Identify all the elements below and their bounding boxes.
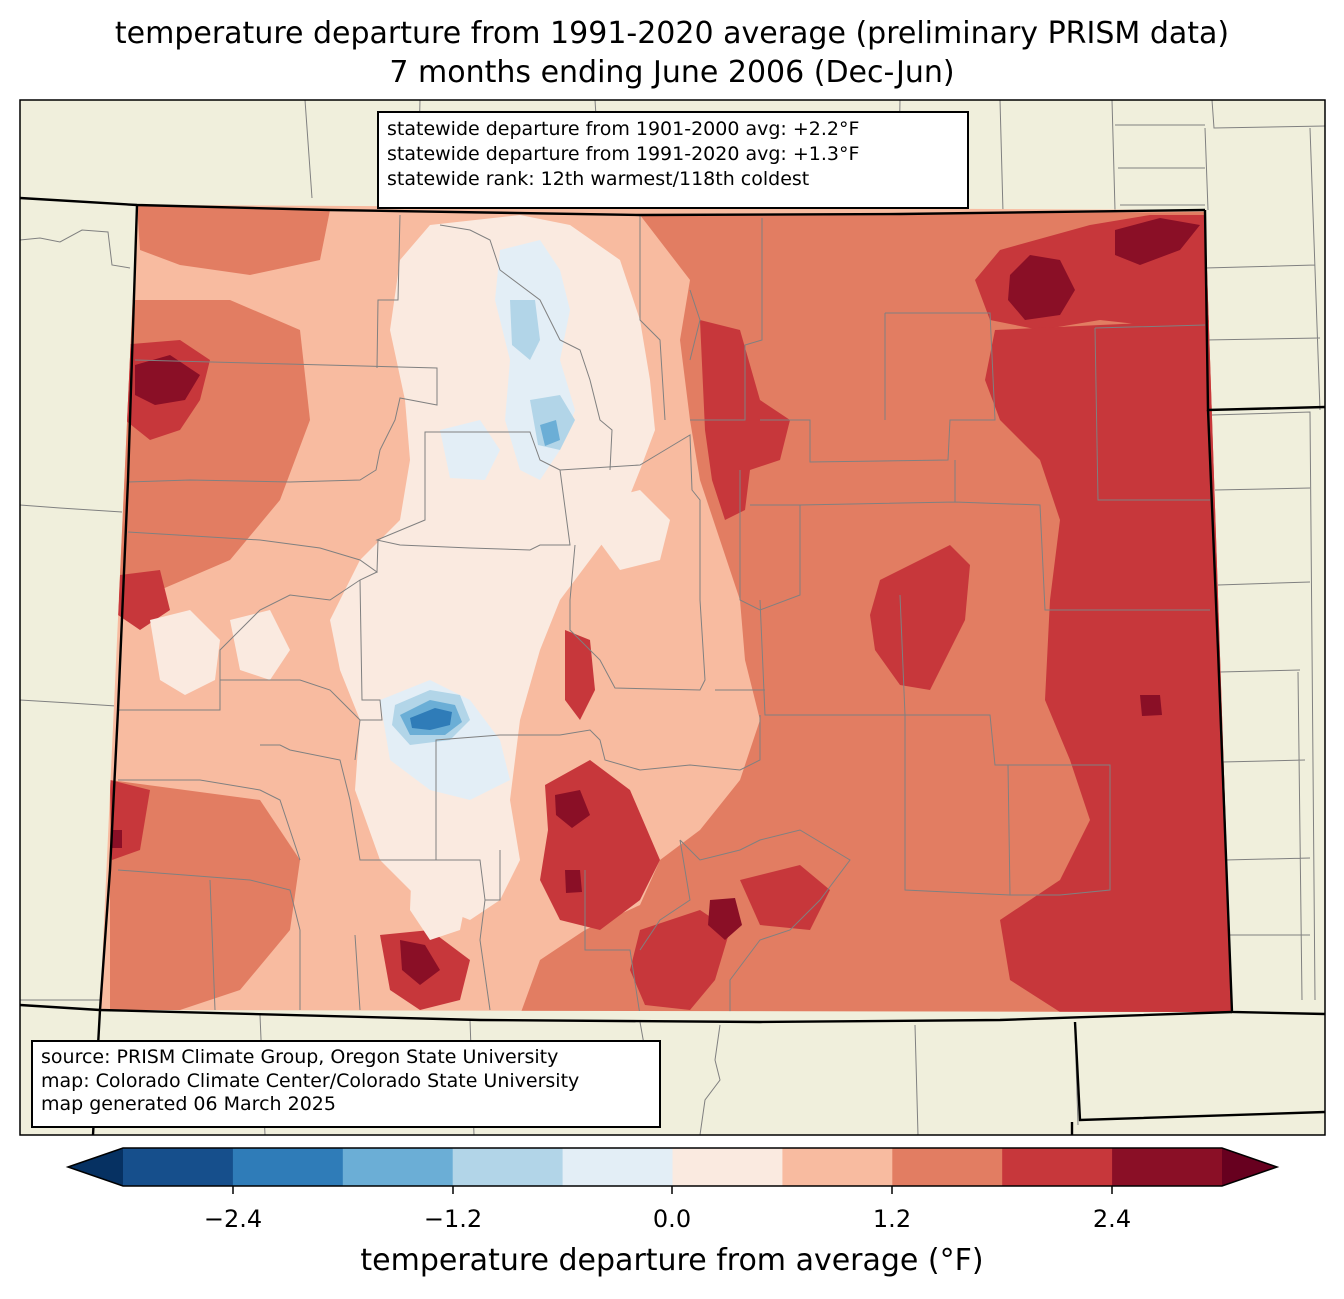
source-box: source: PRISM Climate Group, Oregon Stat…: [31, 1040, 661, 1128]
stats-departure-1991-2020: statewide departure from 1991-2020 avg: …: [387, 143, 860, 165]
colorbar-segment: [123, 1148, 234, 1186]
colorbar-tick-label: 2.4: [1092, 1205, 1132, 1233]
colorbar: [65, 1147, 1280, 1194]
map-generated-line: map generated 06 March 2025: [41, 1093, 336, 1115]
colorbar-tick-label: 0.0: [652, 1205, 692, 1233]
colorbar-tick-label: 1.2: [872, 1205, 912, 1233]
map-title-line1: temperature departure from 1991-2020 ave…: [114, 16, 1230, 51]
colorbar-segment: [232, 1148, 344, 1186]
stats-departure-1901-2000: statewide departure from 1901-2000 avg: …: [387, 118, 860, 140]
colorbar-tick-label: −1.2: [423, 1205, 483, 1233]
map-credit-line: map: Colorado Climate Center/Colorado St…: [41, 1069, 580, 1092]
source-line: source: PRISM Climate Group, Oregon Stat…: [41, 1046, 559, 1068]
colorbar-over-arrow: [1222, 1148, 1277, 1186]
colorbar-segment: [562, 1148, 674, 1186]
colorbar-outline: [65, 1147, 1280, 1187]
colorbar-segment: [342, 1148, 454, 1186]
map-border: [19, 99, 1326, 1136]
colorbar-segment: [1002, 1148, 1113, 1186]
colorbar-segments: [123, 1148, 1223, 1186]
colorbar-segment: [892, 1148, 1003, 1186]
map-title-line2: 7 months ending June 2006 (Dec-Jun): [389, 55, 955, 90]
state-boundaries: [20, 196, 1325, 1135]
stats-rank: statewide rank: 12th warmest/118th colde…: [387, 168, 810, 190]
field-neg2-4-to-neg1-8: [410, 708, 452, 730]
temperature-field: [100, 205, 1232, 1012]
statewide-stats-box: statewide departure from 1901-2000 avg: …: [377, 111, 969, 209]
colorbar-segment: [782, 1148, 893, 1186]
colorbar-segment: [1112, 1148, 1223, 1186]
colorbar-tick-label: −2.4: [203, 1205, 263, 1233]
colorbar-under-arrow: [68, 1148, 123, 1186]
colorado-county-lines: [117, 214, 1210, 1012]
field-above-3-0: [112, 218, 1200, 985]
map-frame: [20, 100, 1325, 1135]
colorbar-segment: [672, 1148, 783, 1186]
colorbar-tick-marks: [232, 1186, 1113, 1194]
colorbar-segment: [452, 1148, 564, 1186]
colorbar-label: temperature departure from average (°F): [360, 1243, 984, 1278]
